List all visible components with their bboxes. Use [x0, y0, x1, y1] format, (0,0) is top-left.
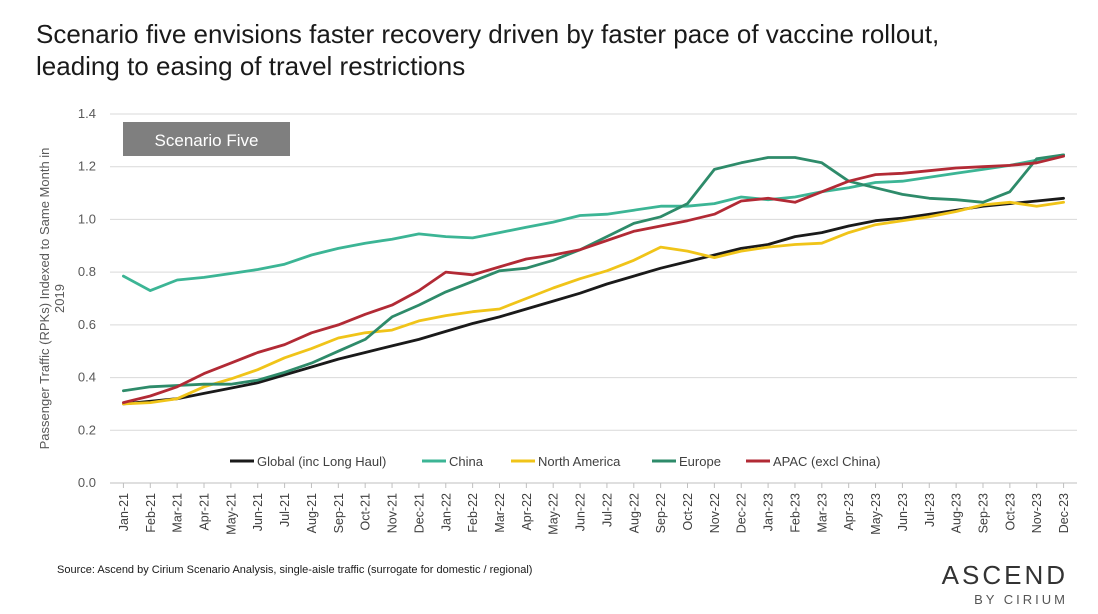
x-tick-label: Nov-23 — [1030, 493, 1044, 533]
x-tick-label: Oct-21 — [359, 493, 373, 531]
series-line — [122, 200, 1065, 406]
y-tick-label: 0.6 — [78, 317, 96, 332]
y-tick-label: 0.4 — [78, 370, 96, 385]
scenario-badge-label: Scenario Five — [155, 131, 259, 150]
legend-label: APAC (excl China) — [773, 454, 880, 469]
legend-label: China — [449, 454, 484, 469]
series-line — [122, 153, 1065, 393]
x-tick-label: Jul-23 — [923, 493, 937, 527]
series-lines — [122, 153, 1065, 406]
x-tick-label: Aug-22 — [627, 493, 641, 533]
legend-label: Global (inc Long Haul) — [257, 454, 386, 469]
chart-title-line1: Scenario five envisions faster recovery … — [36, 19, 940, 49]
y-tick-label: 1.2 — [78, 159, 96, 174]
x-tick-label: Nov-22 — [708, 493, 722, 533]
x-tick-label: Oct-22 — [681, 493, 695, 531]
legend: Global (inc Long Haul) China North America… — [230, 454, 880, 469]
x-tick-label: Dec-23 — [1057, 493, 1071, 533]
chart-title: Scenario five envisions faster recovery … — [36, 18, 1076, 82]
x-tick-label: Apr-22 — [520, 493, 534, 531]
x-tick-label: Mar-21 — [171, 493, 185, 533]
ascend-logo: ASCEND BY CIRIUM — [942, 560, 1068, 608]
x-tick-label: Feb-22 — [466, 493, 480, 533]
x-tick-label: Jul-22 — [600, 493, 614, 527]
x-tick-label: May-22 — [547, 493, 561, 535]
scenario-annotation: Scenario Five — [123, 122, 290, 156]
scenario-badge — [123, 122, 290, 156]
x-tick-label: Apr-23 — [842, 493, 856, 531]
x-tick-label: Jun-22 — [574, 493, 588, 531]
x-tick-label: Nov-21 — [386, 493, 400, 533]
x-tick-label: Dec-21 — [412, 493, 426, 533]
y-tick-label: 0.8 — [78, 264, 96, 279]
gridlines — [110, 113, 1077, 484]
x-tick-label: Apr-21 — [198, 493, 212, 531]
x-tick-label: Jun-21 — [251, 493, 265, 531]
x-tick-label: May-23 — [869, 493, 883, 535]
x-tick-label: Dec-22 — [735, 493, 749, 533]
x-tick-label: Feb-23 — [788, 493, 802, 533]
x-tick-label: Sep-22 — [654, 493, 668, 533]
x-tick-label: Aug-23 — [950, 493, 964, 533]
logo-subline: BY CIRIUM — [974, 592, 1068, 607]
y-tick-labels: 0.0 0.2 0.4 0.6 0.8 1.0 1.2 1.4 — [78, 106, 96, 490]
series-line — [122, 154, 1065, 405]
x-tick-label: Oct-23 — [1003, 493, 1017, 531]
x-tick-label: Mar-22 — [493, 493, 507, 533]
y-tick-label: 1.4 — [78, 106, 96, 121]
x-tick-label: Aug-21 — [305, 493, 319, 533]
chart-title-line2: leading to easing of travel restrictions — [36, 51, 466, 81]
x-tick-label: Jan-22 — [439, 493, 453, 531]
legend-label: North America — [538, 454, 621, 469]
x-tick-label: Jan-23 — [762, 493, 776, 531]
source-note: Source: Ascend by Cirium Scenario Analys… — [57, 564, 533, 576]
y-axis-label: Passenger Traffic (RPKs) Indexed to Same… — [37, 148, 67, 450]
x-tick-labels: Jan-21 Feb-21 Mar-21 Apr-21 May-21 Jun-21 Jul-… — [117, 483, 1071, 535]
y-tick-label: 1.0 — [78, 211, 96, 226]
y-tick-label: 0.2 — [78, 422, 96, 437]
x-tick-label: Jun-23 — [896, 493, 910, 531]
x-tick-label: Feb-21 — [144, 493, 158, 533]
y-axis-label-line2: 2019 — [52, 284, 67, 313]
x-tick-label: May-21 — [224, 493, 238, 535]
y-axis-label-line1: Passenger Traffic (RPKs) Indexed to Same… — [37, 148, 52, 450]
logo-wordmark: ASCEND — [941, 560, 1068, 590]
x-tick-label: Sep-21 — [332, 493, 346, 533]
y-tick-label: 0.0 — [78, 475, 96, 490]
series-line — [122, 153, 1065, 293]
x-tick-label: Jan-21 — [117, 493, 131, 531]
legend-label: Europe — [679, 454, 721, 469]
series-line — [122, 196, 1065, 406]
x-tick-label: Sep-23 — [976, 493, 990, 533]
x-tick-label: Mar-23 — [815, 493, 829, 533]
x-tick-label: Jul-21 — [278, 493, 292, 527]
